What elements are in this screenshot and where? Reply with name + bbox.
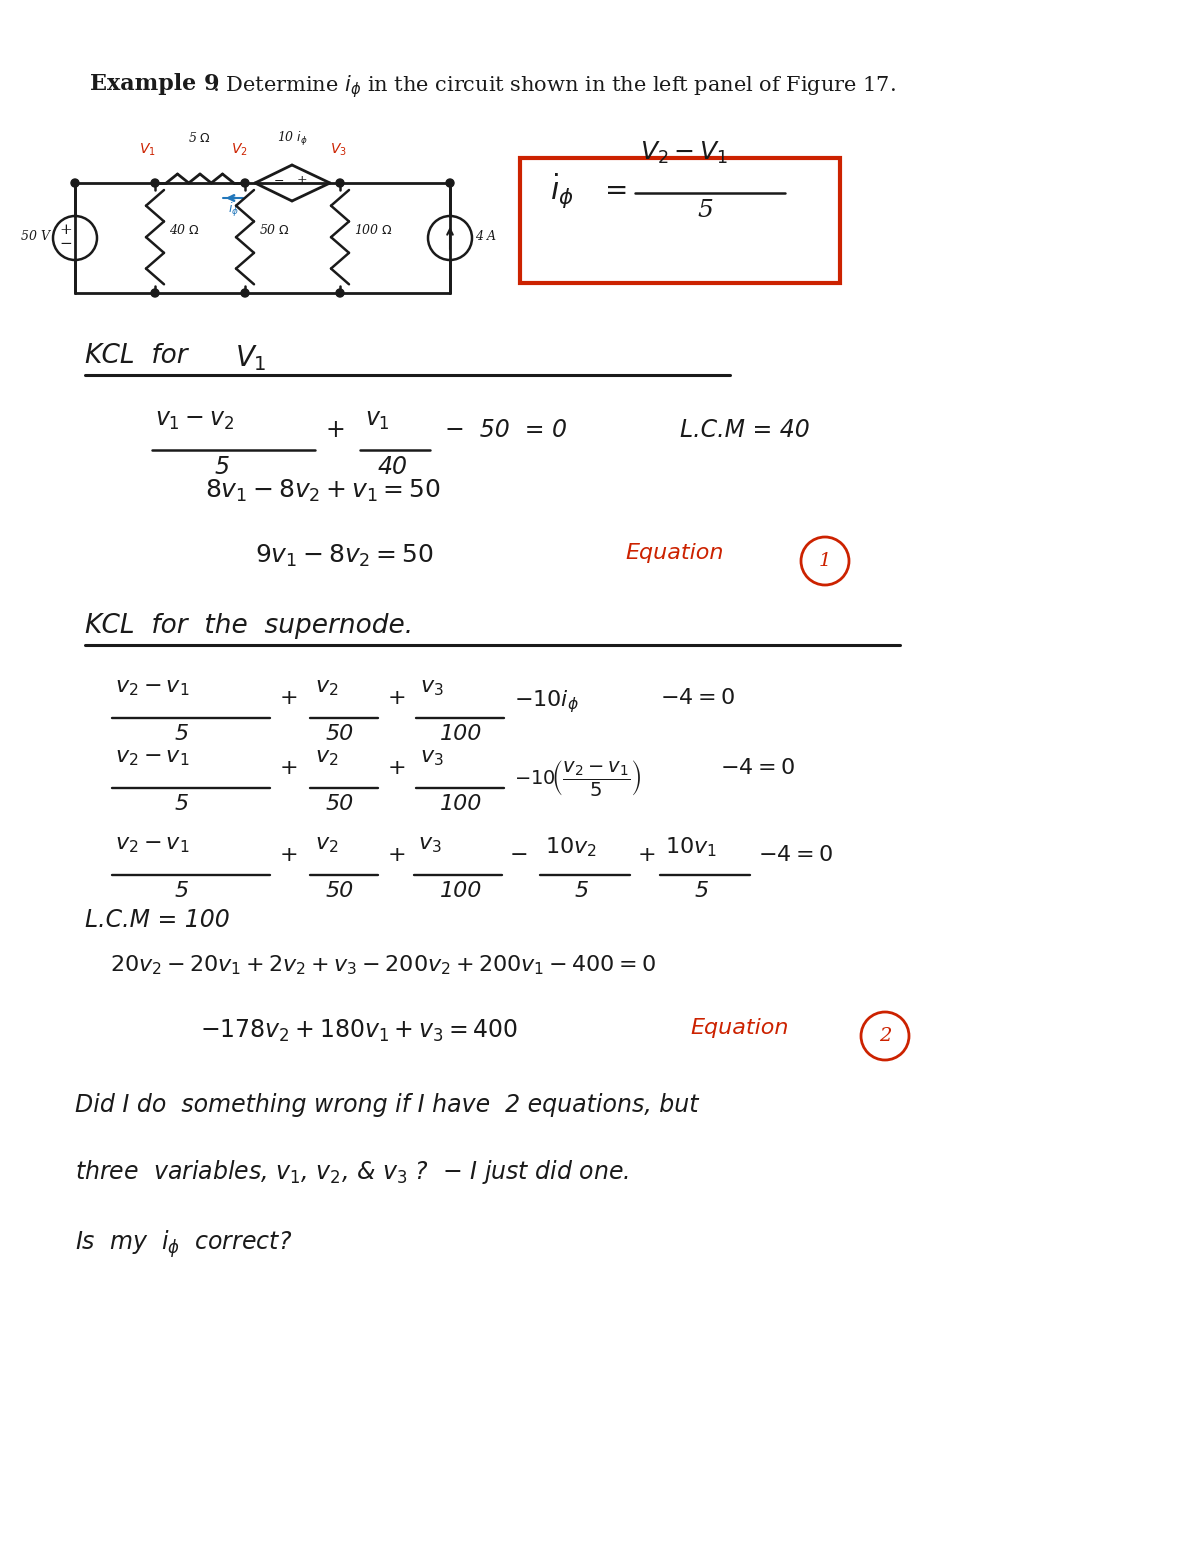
Text: +: + [325,418,344,443]
Circle shape [336,289,344,297]
Text: : Determine $i_\phi$ in the circuit shown in the left panel of Figure 17.: : Determine $i_\phi$ in the circuit show… [212,73,896,99]
Text: 5: 5 [175,794,190,814]
Text: $v_2$: $v_2$ [314,679,338,697]
Text: L.C.M = 40: L.C.M = 40 [680,418,810,443]
Text: $20v_2 - 20v_1 + 2v_2 + v_3 - 200v_2 + 200v_1 - 400 = 0$: $20v_2 - 20v_1 + 2v_2 + v_3 - 200v_2 + 2… [110,954,656,977]
Text: +: + [388,688,407,708]
Text: 40: 40 [378,455,408,478]
Text: three  variables, $v_1$, $v_2$, & $v_3$ ?  − I just did one.: three variables, $v_1$, $v_2$, & $v_3$ ?… [74,1159,629,1186]
Text: $- 10\!\left(\dfrac{v_2 - v_1}{5}\right)$: $- 10\!\left(\dfrac{v_2 - v_1}{5}\right)… [514,758,642,798]
FancyBboxPatch shape [520,158,840,283]
Text: $v_2 - v_1$: $v_2 - v_1$ [115,836,190,856]
Text: 100: 100 [440,794,482,814]
Text: 5: 5 [175,724,190,744]
Text: −: − [510,845,529,865]
Text: 5: 5 [215,455,230,478]
Text: KCL  for  the  supernode.: KCL for the supernode. [85,613,413,638]
Circle shape [241,289,250,297]
Text: +: + [280,758,299,778]
Text: $v_2$: $v_2$ [314,749,338,769]
Circle shape [241,179,250,186]
Text: 5: 5 [575,881,589,901]
Circle shape [336,179,344,186]
Text: 50 V: 50 V [22,230,50,242]
Text: Equation: Equation [690,1019,788,1037]
Text: $v_3$: $v_3$ [420,749,444,769]
Text: $V_1$: $V_1$ [139,141,155,158]
Text: $v_3$: $v_3$ [420,679,444,697]
Text: =: = [605,177,629,205]
Text: 50: 50 [326,794,354,814]
Text: $- 4 = 0$: $- 4 = 0$ [720,758,794,778]
Text: $- 4 = 0$: $- 4 = 0$ [660,688,734,708]
Text: +: + [280,688,299,708]
Text: $- 4 = 0$: $- 4 = 0$ [758,845,833,865]
Text: −: − [274,174,284,188]
Text: 50: 50 [326,881,354,901]
Text: $i_\phi$: $i_\phi$ [228,200,239,219]
Text: 1: 1 [818,551,832,570]
Text: −: − [60,238,72,252]
Text: +: + [388,758,407,778]
Text: +: + [280,845,299,865]
Circle shape [151,179,158,186]
Text: $10v_1$: $10v_1$ [665,836,716,859]
Text: Did I do  something wrong if I have  2 equations, but: Did I do something wrong if I have 2 equ… [74,1093,698,1117]
Text: 100: 100 [440,724,482,744]
Text: 100 $\Omega$: 100 $\Omega$ [354,224,392,238]
Text: 10 $i_\phi$: 10 $i_\phi$ [276,130,307,148]
Text: Example 9: Example 9 [90,73,220,95]
Text: 4 A: 4 A [475,230,496,242]
Circle shape [446,179,454,186]
Text: 5: 5 [175,881,190,901]
Text: 5: 5 [695,881,709,901]
Text: 50 $\Omega$: 50 $\Omega$ [259,224,290,238]
Text: KCL  for: KCL for [85,343,187,370]
Text: $10v_2$: $10v_2$ [545,836,596,859]
Text: $- 10i_\phi$: $- 10i_\phi$ [514,688,578,714]
Text: $v_1$: $v_1$ [365,408,390,432]
Text: $V_2 - V_1$: $V_2 - V_1$ [640,140,728,166]
Text: $v_2 - v_1$: $v_2 - v_1$ [115,679,190,697]
Text: $9v_1 - 8v_2 = 50$: $9v_1 - 8v_2 = 50$ [256,544,433,570]
Text: 40 $\Omega$: 40 $\Omega$ [169,224,200,238]
Text: $-178v_2 + 180v_1 + v_3 = 400$: $-178v_2 + 180v_1 + v_3 = 400$ [200,1019,518,1044]
Text: L.C.M = 100: L.C.M = 100 [85,909,229,932]
Text: $v_1 - v_2$: $v_1 - v_2$ [155,408,234,432]
Text: +: + [60,224,72,238]
Text: $V_1$: $V_1$ [235,343,266,373]
Text: 5 $\Omega$: 5 $\Omega$ [188,130,211,144]
Circle shape [151,289,158,297]
Text: 100: 100 [440,881,482,901]
Circle shape [71,179,79,186]
Text: $v_2 - v_1$: $v_2 - v_1$ [115,749,190,769]
Text: $V_3$: $V_3$ [330,141,347,158]
Text: Equation: Equation [625,544,724,564]
Text: $V_2$: $V_2$ [230,141,247,158]
Text: +: + [296,174,307,188]
Text: $\dot{\imath}_\phi$: $\dot{\imath}_\phi$ [550,171,574,211]
Text: Is  my  $i_\phi$  correct?: Is my $i_\phi$ correct? [74,1228,293,1259]
Text: +: + [388,845,407,865]
Text: +: + [638,845,656,865]
Text: 50: 50 [326,724,354,744]
Text: $8v_1 - 8v_2 + v_1 = 50$: $8v_1 - 8v_2 + v_1 = 50$ [205,478,440,505]
Text: $v_2$: $v_2$ [314,836,338,856]
Text: 2: 2 [878,1027,892,1045]
Text: −  50  = 0: − 50 = 0 [445,418,568,443]
Text: 5: 5 [697,199,713,222]
Text: $v_3$: $v_3$ [418,836,442,856]
